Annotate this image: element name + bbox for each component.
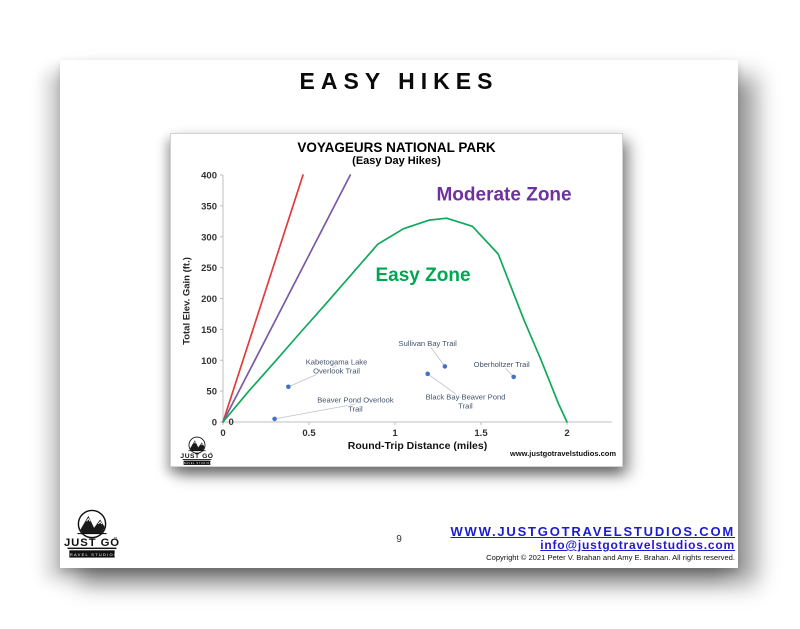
logo-tm-mark: ™ [210,452,212,455]
email-link[interactable]: info@justgotravelstudios.com [540,538,735,552]
trail-point [442,364,448,369]
chart-subtitle: (Easy Day Hikes) [352,155,441,167]
footer-links: WWW.JUSTGOTRAVELSTUDIOS.COM info@justgot… [450,524,735,563]
trail-point [272,416,277,422]
zone-label: Easy Zone [376,265,471,286]
just-go-logo-icon: JUST GO ™ TRAVEL STUDIOS [180,436,213,465]
trail-point [286,384,291,390]
chart-title: VOYAGEURS NATIONAL PARK [297,140,496,155]
y-tick-label: 400 [201,171,217,182]
x-tick-label: 2 [564,428,569,439]
logo-wordmark: JUST GO [64,537,120,549]
x-tick-label: 0 [220,428,225,439]
y-tick-label: 250 [201,263,217,274]
trail-label: Black Bay Beaver Pond Trail [426,393,506,411]
trail-label: Sullivan Bay Trail [399,339,458,348]
logo-tm-mark: ™ [114,536,118,540]
logo-banner [69,550,115,558]
just-go-footer-logo-icon: JUST GO ™ TRAVEL STUDIOS [64,509,120,558]
website-link[interactable]: WWW.JUSTGOTRAVELSTUDIOS.COM [450,524,735,539]
leader-line [274,403,356,420]
y-tick-label: 350 [201,201,217,212]
trail-label: Beaver Pond Overlook Trail [317,396,394,414]
trail-point [511,374,516,380]
green-easy-zone-curve [222,217,568,423]
y-tick-label: 200 [201,294,217,305]
logo-banner-text: TRAVEL STUDIOS [182,462,212,465]
chart-watermark-url: www.justgotravelstudios.com [510,449,616,458]
logo-banner-text: TRAVEL STUDIOS [66,552,118,557]
leader-line [427,342,446,367]
x-axis-title: Round-Trip Distance (miles) [347,440,488,452]
zone-label: Moderate Zone [436,184,571,205]
purple-moderate-boundary-line [222,174,352,423]
leader-line [501,363,515,378]
logo-banner [183,460,211,465]
y-axis-title: Total Elev. Gain (ft.) [181,257,193,345]
y-tick-label: 50 [206,387,217,398]
x-tick-label: 1 [392,428,398,439]
origin-data-label: 0 [229,417,234,428]
logo-underline [67,547,117,550]
y-tick-label: 300 [201,232,217,243]
y-tick-label: 100 [201,356,217,367]
leader-line [288,365,337,388]
page-title: EASY HIKES [299,68,499,94]
chart-plot: 0 50 100 150 200 250 300 350 400 0 0.5 1 1.5 2 Easy Zo… [201,171,612,439]
chart-card: VOYAGEURS NATIONAL PARK (Easy Day Hikes)… [170,133,623,467]
leader-line [427,373,466,402]
logo-wordmark: JUST GO [180,453,213,460]
x-tick-label: 1.5 [474,428,488,439]
trail-label: Oberholtzer Trail [474,360,530,369]
trail-point [425,371,430,377]
trail-label: Kabetogama Lake Overlook Trail [306,357,368,375]
page-number: 9 [396,534,402,545]
logo-underline [182,459,212,460]
red-steep-boundary-line [222,174,304,423]
y-tick-label: 150 [201,325,217,336]
copyright-text: Copyright © 2021 Peter V. Brahan and Amy… [486,553,735,562]
x-tick-label: 0.5 [302,428,316,439]
y-tick-label: 0 [212,418,217,429]
document-page: EASY HIKES VOYAGEURS NATIONAL PARK (Easy… [60,60,738,568]
